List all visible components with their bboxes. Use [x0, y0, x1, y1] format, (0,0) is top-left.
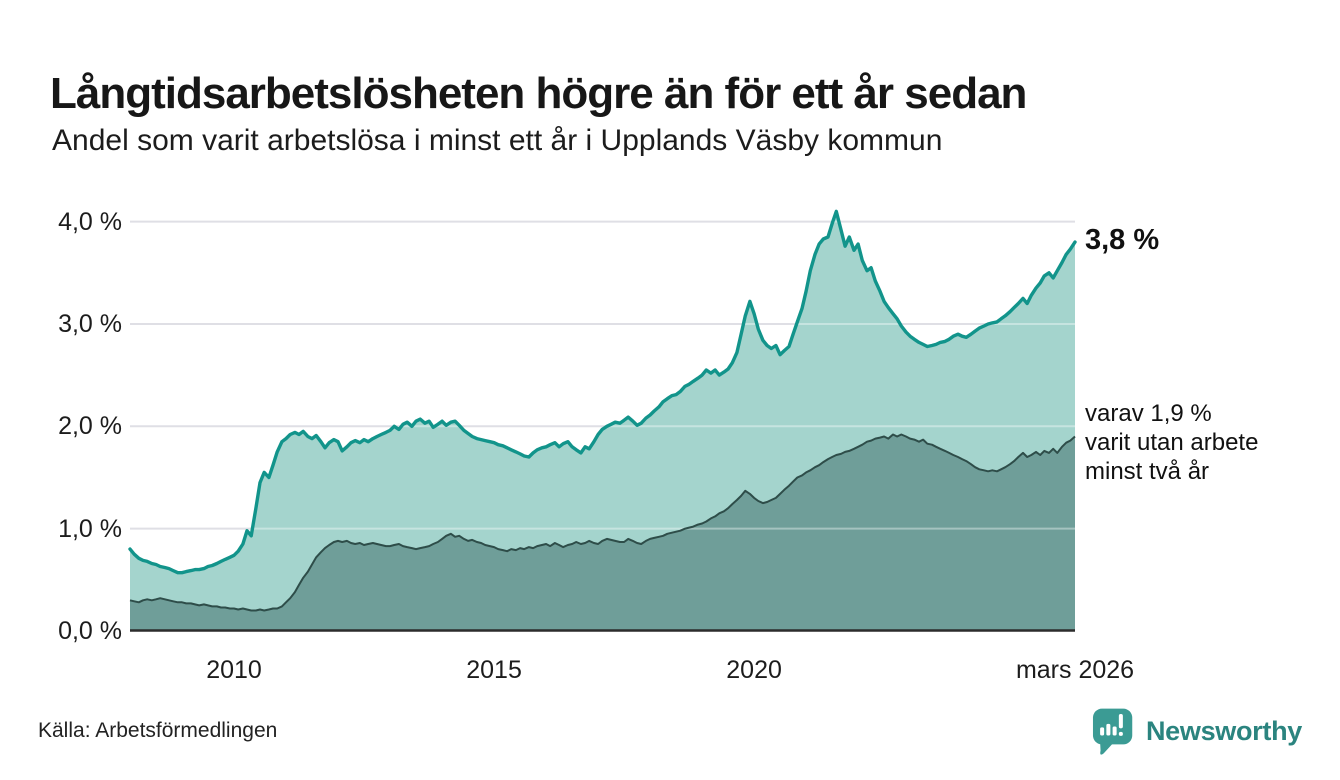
x-tick-label: 2015 [466, 656, 522, 684]
y-tick-label: 2,0 % [58, 412, 122, 441]
y-tick-label: 3,0 % [58, 309, 122, 338]
latest-value-label: 3,8 % [1085, 224, 1160, 256]
series-total-line [128, 209, 1077, 575]
series-twoyear-area [130, 434, 1075, 631]
y-tick-label: 1,0 % [58, 514, 122, 543]
secondary-value-line3: minst två år [1085, 458, 1210, 485]
chart-subtitle: Andel som varit arbetslösa i minst ett å… [52, 124, 943, 157]
newsworthy-icon [1092, 708, 1133, 755]
newsworthy-logo[interactable]: Newsworthy [1090, 706, 1302, 756]
plot-svg [128, 209, 1077, 632]
x-tick-label: 2020 [726, 656, 782, 684]
x-tick-label: 2010 [206, 656, 262, 684]
source-note: Källa: Arbetsförmedlingen [38, 719, 278, 742]
x-tick-label: mars 2026 [1015, 656, 1135, 684]
secondary-value-line2: varit utan arbete [1085, 429, 1259, 456]
brand-name: Newsworthy [1145, 715, 1302, 746]
y-tick-label: 4,0 % [58, 207, 122, 236]
page-title: Långtidsarbetslösheten högre än för ett … [50, 69, 1027, 119]
y-tick-label: 0,0 % [58, 617, 122, 645]
series-twoyear-line [129, 433, 1076, 612]
secondary-value-label: varav 1,9 % varit utan arbete minst två … [1085, 399, 1258, 486]
secondary-value-line1: varav 1,9 % [1085, 400, 1212, 427]
